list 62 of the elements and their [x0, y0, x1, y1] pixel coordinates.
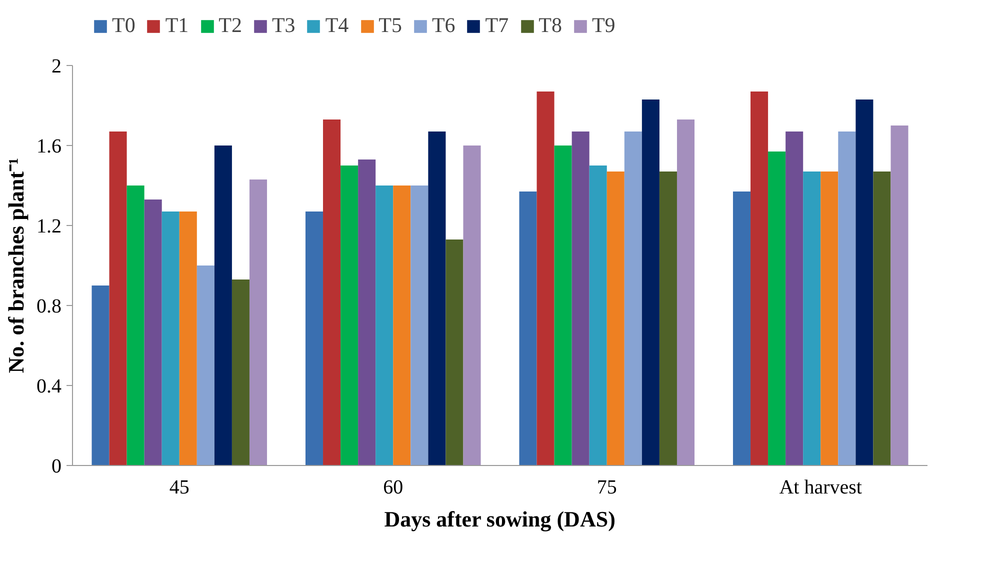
y-tick-label: 1.6: [36, 136, 62, 158]
bar: [572, 132, 590, 466]
y-tick-label: 1.2: [36, 216, 62, 238]
bar: [446, 240, 464, 466]
bar: [750, 92, 768, 466]
x-tick-label: At harvest: [779, 476, 862, 498]
bar: [92, 286, 110, 466]
bar: [519, 192, 537, 466]
bar: [732, 192, 751, 466]
bar: [179, 212, 197, 466]
y-tick-label: 2: [52, 56, 62, 78]
legend-label: T4: [325, 13, 349, 38]
bar: [768, 152, 786, 466]
legend-label: T1: [165, 13, 189, 38]
y-tick-label: 0.4: [36, 376, 62, 398]
bar: [428, 132, 446, 466]
legend-label: T8: [538, 13, 562, 38]
bar: [376, 186, 394, 466]
legend-label: T7: [485, 13, 509, 38]
bar: [393, 186, 411, 466]
legend-label: T2: [218, 13, 242, 38]
legend-label: T9: [592, 13, 616, 38]
bar: [196, 266, 214, 466]
bar: [536, 92, 554, 466]
bar: [340, 166, 358, 466]
x-tick-label: 75: [596, 476, 617, 498]
bar: [126, 186, 144, 466]
legend-label: T0: [112, 13, 136, 38]
x-axis-title: Days after sowing (DAS): [384, 506, 616, 532]
y-axis-title: No. of branches plant⁻¹: [4, 158, 28, 374]
bar: [676, 120, 695, 466]
bar: [214, 146, 232, 466]
bar: [144, 200, 162, 466]
legend-label: T3: [272, 13, 296, 38]
bar: [589, 166, 607, 466]
bar: [890, 126, 908, 466]
bar: [838, 132, 856, 466]
bar: [162, 212, 180, 466]
bar: [305, 212, 324, 466]
bar: [873, 172, 891, 466]
bar: [659, 172, 677, 466]
x-tick-label: 45: [169, 476, 190, 498]
bar: [323, 120, 341, 466]
bar: [786, 132, 804, 466]
legend-label: T6: [432, 13, 456, 38]
bar: [856, 100, 874, 466]
bar: [463, 146, 481, 466]
bar: [109, 132, 127, 466]
legend-label: T5: [378, 13, 402, 38]
x-tick-label: 60: [383, 476, 404, 498]
bar: [232, 280, 250, 466]
bar: [358, 160, 376, 466]
bar: [803, 172, 821, 466]
y-tick-label: 0.8: [36, 296, 62, 318]
bar: [554, 146, 572, 466]
y-tick-label: 0: [52, 456, 62, 478]
bar: [624, 132, 642, 466]
bar: [820, 172, 838, 466]
bar: [606, 172, 624, 466]
bar: [249, 180, 268, 466]
bar: [642, 100, 660, 466]
bar: [410, 186, 428, 466]
